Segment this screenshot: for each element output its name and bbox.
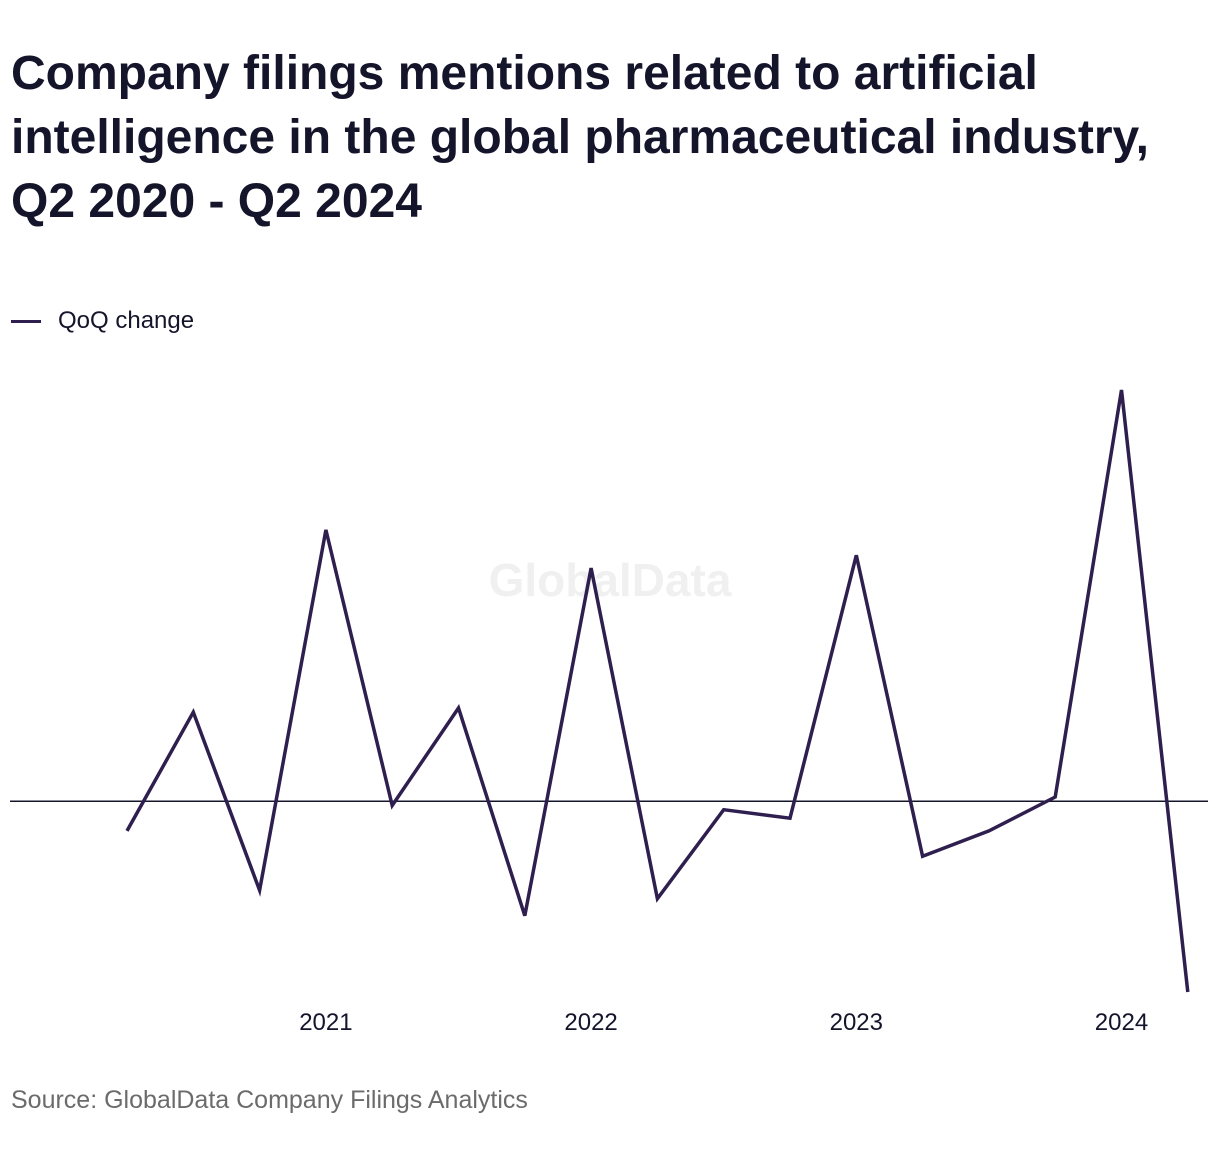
watermark: GlobalData — [489, 554, 732, 606]
source-note: Source: GlobalData Company Filings Analy… — [11, 1086, 528, 1114]
x-tick-label-2023: 2023 — [830, 1009, 883, 1036]
x-tick-label-2024: 2024 — [1095, 1009, 1148, 1036]
legend-label: QoQ change — [58, 307, 195, 334]
line-chart: GlobalData 2021 2022 2023 2024 — [10, 389, 1208, 1036]
x-tick-label-2021: 2021 — [299, 1009, 352, 1036]
x-tick-label-2022: 2022 — [564, 1009, 617, 1036]
series-line-qoq-change — [125, 389, 1190, 993]
legend: QoQ change — [11, 306, 194, 336]
legend-line-swatch — [11, 319, 41, 323]
chart-title: Company filings mentions related to arti… — [11, 47, 1150, 228]
